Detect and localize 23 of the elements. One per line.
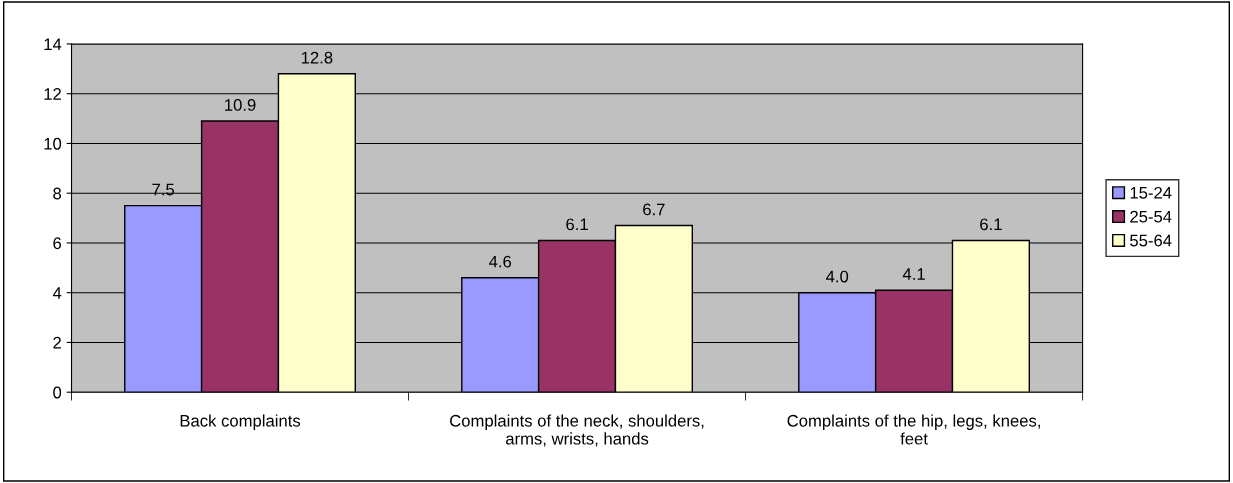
data-label: 6.1 [980, 218, 1002, 231]
data-label: 6.1 [566, 218, 588, 231]
y-tick-label: 4 [52, 287, 62, 299]
data-label: 7.5 [152, 183, 175, 196]
legend-label: 25-54 [1130, 210, 1172, 223]
legend-label: 55-64 [1130, 234, 1172, 247]
data-label: 4.0 [826, 270, 849, 283]
y-tick-label: 10 [44, 137, 62, 150]
data-label: 6.7 [643, 203, 665, 216]
y-tick-label: 8 [53, 187, 62, 200]
data-label: 4.1 [902, 268, 925, 280]
x-tick-label: Back complaints [180, 414, 301, 430]
legend-label: 15-24 [1130, 186, 1172, 199]
y-tick-label: 6 [53, 237, 62, 250]
data-label: 12.8 [301, 51, 333, 64]
x-tick-label: Complaints of the neck, shoulders, arms, wrists, hands [450, 414, 704, 447]
y-tick-label: 14 [44, 38, 62, 50]
x-tick-label: Complaints of the hip, legs, knees, feet [787, 414, 1040, 445]
data-label: 4.6 [489, 255, 512, 268]
data-label: 10.9 [225, 99, 256, 111]
y-tick-label: 12 [44, 88, 61, 100]
y-tick-label: 2 [53, 336, 61, 349]
y-tick-label: 0 [53, 386, 62, 399]
